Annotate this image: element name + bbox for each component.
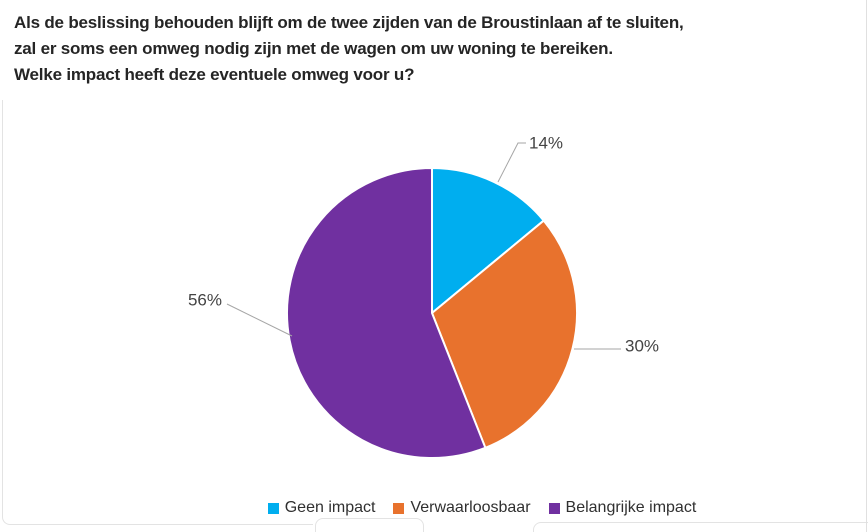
data-label-leader-line (226, 303, 293, 337)
question-card-border (2, 100, 313, 525)
next-card-peek-right (533, 522, 868, 532)
chart-legend: Geen impact Verwaarloosbaar Belangrijke im… (0, 497, 868, 519)
data-label-leader-line (497, 142, 526, 183)
legend-label: Verwaarloosbaar (410, 499, 531, 516)
legend-swatch-icon (393, 502, 405, 514)
window-right-border (866, 0, 867, 532)
data-label: 14% (529, 134, 563, 153)
pie-slice-geen-impact (431, 167, 545, 314)
pie-slice-verwaarloosbaar (431, 219, 578, 449)
legend-item-verwaarloosbaar: Verwaarloosbaar (393, 499, 531, 517)
question-title-line: Als de beslissing behouden blijft om de … (14, 13, 684, 32)
pie-slice-belangrijke-impact (286, 167, 487, 459)
legend-swatch-icon (548, 502, 560, 514)
legend-item-geen-impact: Geen impact (267, 499, 376, 517)
legend-swatch-icon (267, 502, 279, 514)
legend-item-belangrijke-impact: Belangrijke impact (548, 499, 697, 517)
question-title-line: Welke impact heeft deze eventuele omweg … (14, 65, 415, 84)
question-title: Als de beslissing behouden blijft om de … (14, 10, 684, 88)
legend-label: Geen impact (284, 499, 376, 516)
legend-label: Belangrijke impact (565, 499, 697, 516)
question-title-line: zal er soms een omweg nodig zijn met de … (14, 39, 613, 58)
data-label: 56% (188, 291, 222, 310)
data-label: 30% (625, 337, 659, 356)
next-card-peek-left (315, 518, 424, 532)
